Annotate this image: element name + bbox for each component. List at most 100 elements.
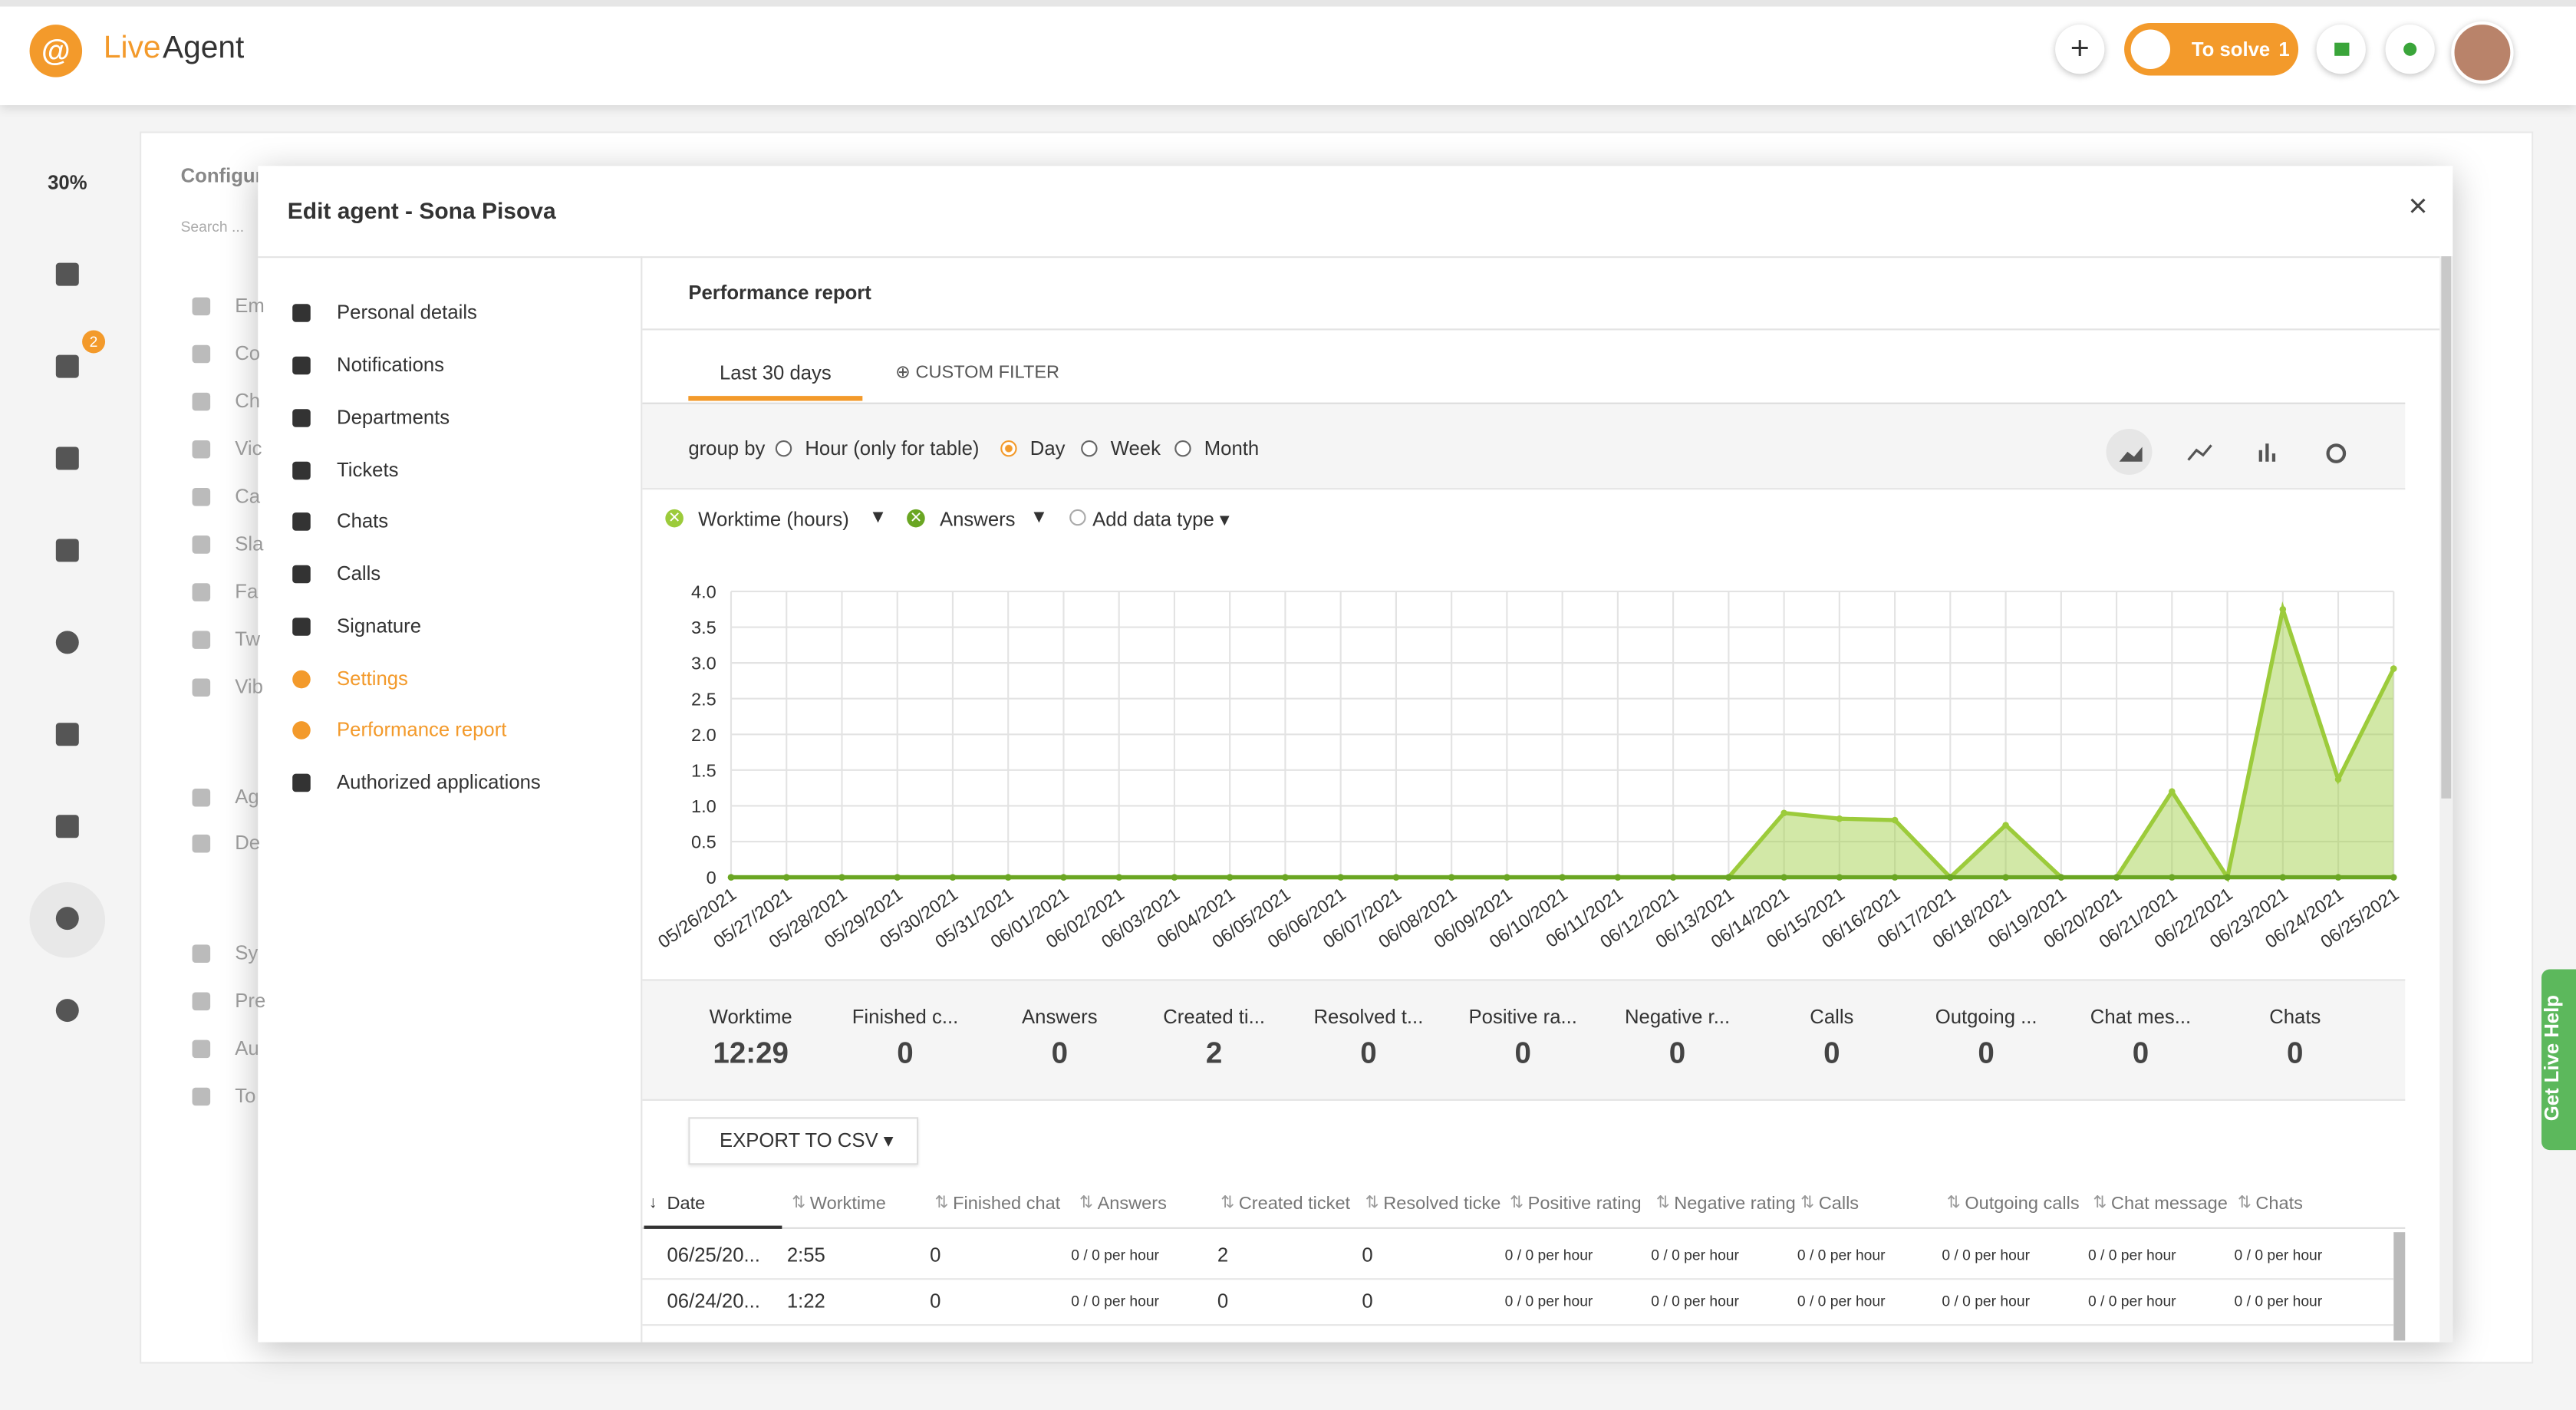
legend-marker[interactable]: ✕	[665, 509, 684, 528]
table-cell: 0 / 0 per hour	[2235, 1290, 2323, 1310]
nav-icon[interactable]	[56, 999, 79, 1022]
chat-button[interactable]	[2317, 25, 2366, 74]
nav-icon[interactable]	[56, 907, 79, 930]
column-header[interactable]: Worktime	[810, 1194, 935, 1214]
menu-icon	[292, 618, 311, 636]
nav-icon[interactable]	[56, 447, 79, 470]
column-header[interactable]: Outgoing calls	[1965, 1194, 2090, 1214]
nav-icon[interactable]	[56, 815, 79, 838]
table-cell: 0	[1362, 1290, 1372, 1313]
tab-custom-filter[interactable]: ⊕ CUSTOM FILTER	[895, 361, 1059, 383]
config-item: Sy	[235, 941, 258, 964]
radio-label[interactable]: Day	[1030, 437, 1066, 460]
export-button[interactable]: EXPORT TO CSV ▾	[688, 1117, 918, 1165]
point	[1836, 815, 1843, 822]
menu-item[interactable]: Authorized applications	[337, 770, 541, 793]
logo-agent: Agent	[163, 31, 244, 68]
config-item: Em	[235, 294, 265, 317]
menu-icon	[292, 304, 311, 322]
column-header[interactable]: Calls	[1819, 1194, 1944, 1214]
column-header[interactable]: Answers	[1098, 1194, 1223, 1214]
point	[1337, 874, 1344, 881]
add-data-type[interactable]: Add data type ▾	[1069, 508, 1230, 531]
menu-item[interactable]: Personal details	[337, 301, 477, 324]
legend-marker[interactable]: ✕	[907, 509, 925, 528]
column-header[interactable]: Resolved ticke	[1383, 1194, 1508, 1214]
live-help-tab[interactable]: Get Live Help	[2541, 970, 2576, 1151]
menu-item[interactable]: Tickets	[337, 459, 398, 482]
radio[interactable]	[1000, 440, 1016, 456]
config-item: Ch	[235, 390, 260, 413]
config-item: To	[235, 1084, 255, 1107]
legend-caret: ▼	[1030, 508, 1048, 528]
close-button[interactable]: ×	[2409, 189, 2428, 226]
table-cell: 0 / 0 per hour	[1942, 1244, 2030, 1263]
radio-label[interactable]: Month	[1204, 437, 1259, 460]
sort-arrow: ⇅	[1079, 1194, 1093, 1213]
sorted-column-underline	[644, 1226, 782, 1229]
radio-label[interactable]: Week	[1111, 437, 1161, 460]
nav-icon[interactable]	[56, 723, 79, 746]
nav-icon[interactable]	[56, 539, 79, 562]
sort-arrow: ⇅	[1220, 1194, 1234, 1213]
point	[1171, 874, 1178, 881]
config-title: Configur	[181, 164, 263, 187]
point	[894, 874, 901, 881]
to-solve-button[interactable]: To solve 1	[2124, 23, 2298, 76]
nav-icon[interactable]	[56, 263, 79, 286]
legend-label[interactable]: Worktime (hours)	[698, 508, 849, 531]
add-button[interactable]: +	[2055, 25, 2104, 74]
nav-icon[interactable]	[56, 631, 79, 654]
radio[interactable]	[1081, 440, 1097, 456]
config-icon	[193, 535, 211, 554]
menu-item[interactable]: Signature	[337, 614, 421, 637]
point	[838, 874, 845, 881]
menu-item[interactable]: Notifications	[337, 353, 444, 376]
point	[2169, 874, 2176, 881]
sort-arrow: ↓	[649, 1194, 657, 1213]
legend-label[interactable]: Answers	[940, 508, 1016, 531]
point	[2002, 822, 2009, 829]
config-search: Search ...	[181, 219, 245, 235]
menu-item[interactable]: Performance report	[337, 718, 506, 741]
menu-icon	[292, 670, 311, 689]
tab-last-30[interactable]: Last 30 days	[720, 361, 832, 384]
mail-badge: 2	[82, 330, 105, 353]
column-header[interactable]: Chats	[2255, 1194, 2387, 1214]
y-tick-label: 3.5	[691, 618, 716, 637]
point	[728, 874, 735, 881]
column-header[interactable]: Chat message	[2111, 1194, 2236, 1214]
column-header[interactable]: Date	[667, 1194, 792, 1214]
config-icon	[193, 1040, 211, 1059]
config-item: Pre	[235, 989, 265, 1012]
config-item: Sla	[235, 532, 263, 555]
avatar[interactable]	[2451, 21, 2513, 84]
radio[interactable]	[776, 440, 792, 456]
menu-item[interactable]: Departments	[337, 406, 450, 429]
column-header[interactable]: Finished chat	[953, 1194, 1078, 1214]
nav-icon[interactable]	[56, 355, 79, 378]
radio[interactable]	[1174, 440, 1191, 456]
config-icon	[193, 835, 211, 853]
column-header[interactable]: Positive rating	[1528, 1194, 1653, 1214]
radio-label[interactable]: Hour (only for table)	[805, 437, 979, 460]
y-tick-label: 2.5	[691, 689, 716, 709]
menu-icon	[292, 462, 311, 480]
config-item: Tw	[235, 628, 260, 651]
column-header[interactable]: Created ticket	[1239, 1194, 1364, 1214]
y-tick-label: 0	[707, 868, 716, 888]
table-cell: 0 / 0 per hour	[1505, 1244, 1593, 1263]
point	[2058, 874, 2065, 881]
summary-value: 0	[1904, 1036, 2068, 1071]
call-button[interactable]	[2386, 25, 2435, 74]
menu-item[interactable]: Chats	[337, 509, 388, 532]
config-item: Vib	[235, 675, 263, 698]
row-line	[642, 1324, 2393, 1326]
column-header[interactable]: Negative rating	[1674, 1194, 1799, 1214]
summary-value: 0	[2213, 1036, 2377, 1071]
menu-item[interactable]: Calls	[337, 562, 380, 585]
point	[1947, 874, 1954, 881]
menu-item[interactable]: Settings	[337, 667, 408, 690]
